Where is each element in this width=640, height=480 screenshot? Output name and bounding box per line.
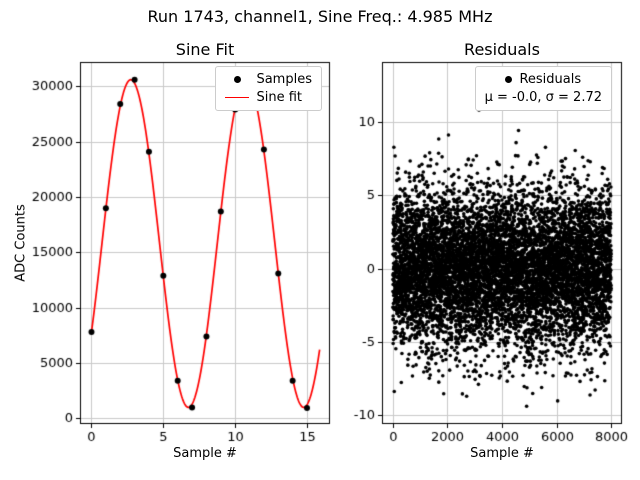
sine-fit-marker-col [225, 97, 250, 98]
sine-fit-xlabel: Sample # [173, 446, 237, 461]
residuals-marker-icon [505, 76, 513, 83]
sine-fit-legend: Samples Sine fit [215, 66, 322, 111]
samples-marker-col [225, 76, 249, 83]
sine-fit-ylabel: ADC Counts [13, 204, 29, 282]
sine-fit-title: Sine Fit [175, 40, 235, 59]
figure-suptitle: Run 1743, channel1, Sine Freq.: 4.985 MH… [147, 7, 493, 26]
legend-row-residuals: Residuals [505, 72, 581, 87]
legend-row-sine-fit: Sine fit [225, 90, 312, 105]
legend-label-mu-sigma: μ = -0.0, σ = 2.72 [484, 90, 602, 105]
samples-marker-icon [233, 76, 241, 83]
legend-label-samples: Samples [256, 72, 312, 87]
residuals-title: Residuals [464, 40, 540, 59]
legend-row-samples: Samples [225, 72, 312, 87]
sine-fit-marker-icon [225, 97, 250, 98]
residuals-xlabel: Sample # [470, 446, 534, 461]
residuals-legend: Residuals μ = -0.0, σ = 2.72 [474, 66, 612, 111]
legend-label-sine-fit: Sine fit [256, 90, 302, 105]
legend-label-residuals: Residuals [519, 72, 582, 87]
